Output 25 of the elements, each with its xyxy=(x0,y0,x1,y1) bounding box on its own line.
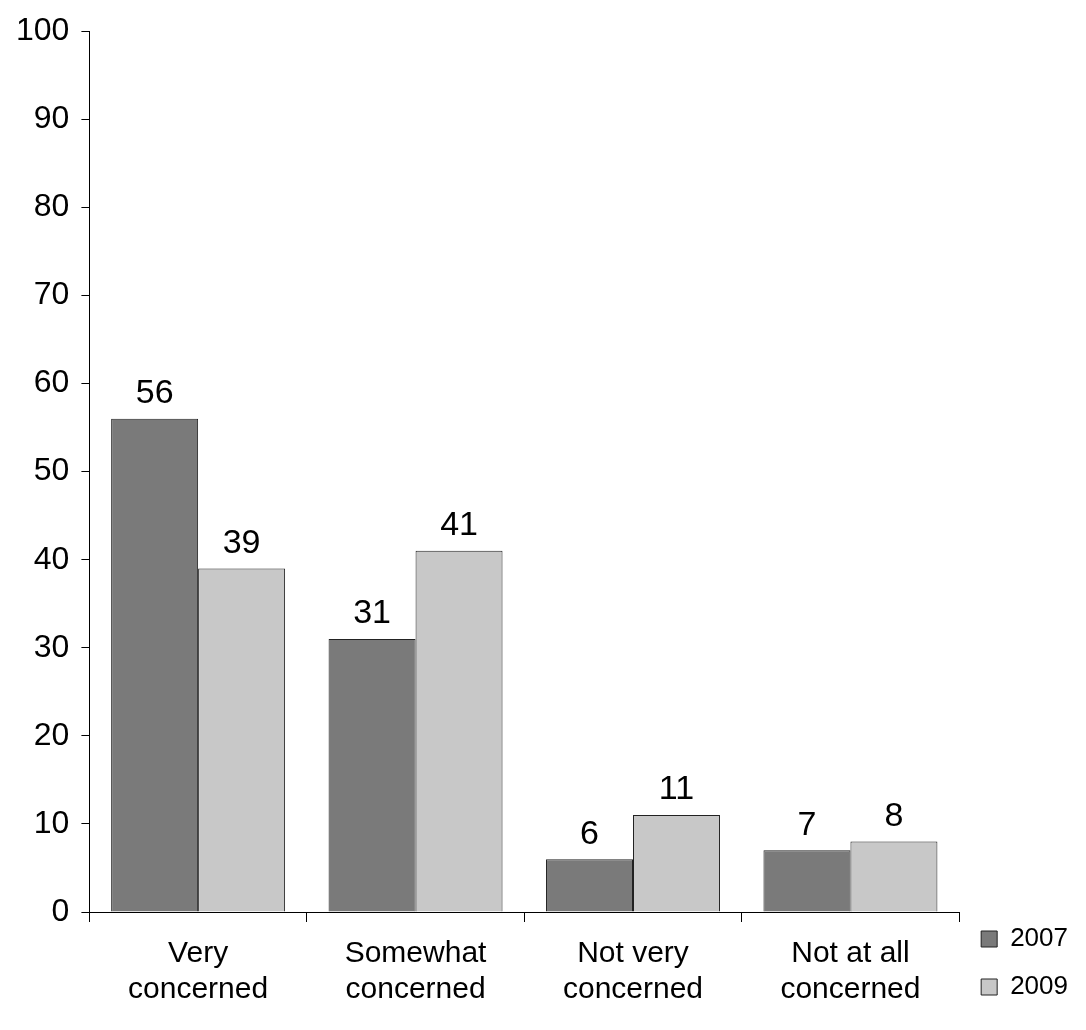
x-tick-label: Not at all concerned xyxy=(780,935,921,1005)
data-label: 56 xyxy=(135,372,174,411)
y-tick-label: 50 xyxy=(33,451,70,488)
y-tick-label: 60 xyxy=(33,363,70,400)
data-label: 41 xyxy=(440,504,478,543)
legend-label: 2007 xyxy=(1010,922,1068,953)
x-tick-label: Somewhat concerned xyxy=(344,935,488,1005)
data-label: 39 xyxy=(222,521,261,560)
data-label: 31 xyxy=(353,592,391,631)
legend-label: 2009 xyxy=(1010,970,1068,1001)
y-tick-label: 30 xyxy=(33,627,70,664)
data-label: 8 xyxy=(884,794,904,833)
y-tick-label: 40 xyxy=(33,539,70,576)
y-tick-label: 90 xyxy=(33,99,70,136)
y-tick-label: 100 xyxy=(16,11,70,48)
data-label: 7 xyxy=(797,803,817,842)
data-label: 11 xyxy=(658,768,695,807)
x-tick-label: Not very concerned xyxy=(562,935,704,1005)
y-tick-label: 20 xyxy=(33,715,70,752)
x-tick-label: Very concerned xyxy=(128,935,269,1005)
y-tick-label: 10 xyxy=(33,803,70,840)
y-tick-label: 80 xyxy=(33,187,70,224)
y-tick-label: 0 xyxy=(51,891,70,928)
y-tick-label: 70 xyxy=(33,275,70,312)
data-label: 6 xyxy=(580,812,599,851)
